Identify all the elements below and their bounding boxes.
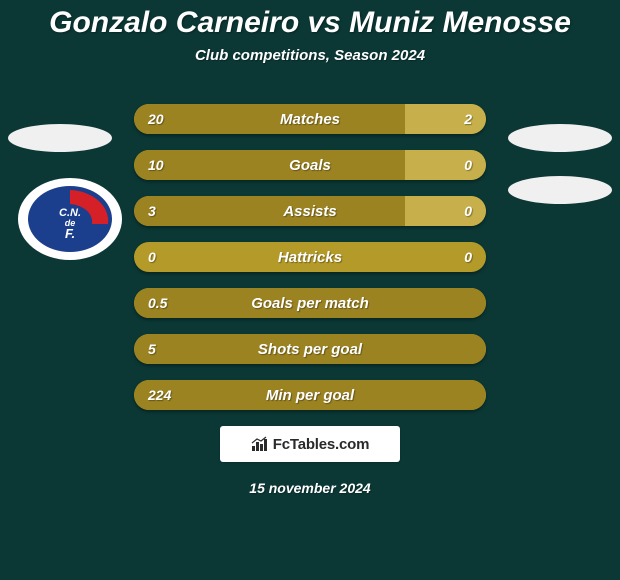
subtitle: Club competitions, Season 2024 — [0, 47, 620, 64]
footer-logo[interactable]: FcTables.com — [220, 426, 400, 462]
stat-label: Goals per match — [134, 288, 486, 318]
stat-row: 5Shots per goal — [134, 334, 486, 364]
player-right-badge-1 — [508, 124, 612, 152]
stat-row: 00Hattricks — [134, 242, 486, 272]
player-right-badge-2 — [508, 176, 612, 204]
stat-label: Goals — [134, 150, 486, 180]
stat-label: Min per goal — [134, 380, 486, 410]
stat-label: Assists — [134, 196, 486, 226]
stat-row: 224Min per goal — [134, 380, 486, 410]
page-title: Gonzalo Carneiro vs Muniz Menosse — [0, 6, 620, 39]
chart-icon — [251, 436, 269, 452]
stat-row: 202Matches — [134, 104, 486, 134]
stat-label: Shots per goal — [134, 334, 486, 364]
stats-list: 202Matches 100Goals 30Assists 00Hattricks 0.… — [134, 104, 486, 410]
stat-label: Hattricks — [134, 242, 486, 272]
club-logo-icon: C.N. de F. — [16, 176, 124, 262]
stat-row: 100Goals — [134, 150, 486, 180]
comparison-card: Gonzalo Carneiro vs Muniz Menosse Club c… — [0, 0, 620, 580]
stat-row: 30Assists — [134, 196, 486, 226]
player-left-badge-1 — [8, 124, 112, 152]
svg-text:F.: F. — [65, 226, 75, 241]
stat-row: 0.5Goals per match — [134, 288, 486, 318]
footer-label: FcTables.com — [273, 436, 370, 453]
date-label: 15 november 2024 — [0, 480, 620, 496]
stat-label: Matches — [134, 104, 486, 134]
